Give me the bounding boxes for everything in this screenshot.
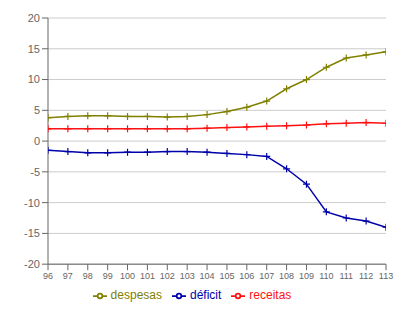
svg-text:102: 102 xyxy=(160,271,175,281)
svg-text:113: 113 xyxy=(379,271,393,281)
svg-text:109: 109 xyxy=(299,271,314,281)
svg-text:96: 96 xyxy=(43,271,53,281)
svg-text:-5: -5 xyxy=(30,166,40,178)
svg-text:-15: -15 xyxy=(24,227,40,239)
svg-text:5: 5 xyxy=(34,104,40,116)
svg-text:101: 101 xyxy=(140,271,155,281)
svg-text:97: 97 xyxy=(63,271,73,281)
svg-text:99: 99 xyxy=(103,271,113,281)
svg-text:-20: -20 xyxy=(24,258,40,270)
svg-text:107: 107 xyxy=(259,271,274,281)
svg-text:-10: -10 xyxy=(24,197,40,209)
html-text:receitas: receitas xyxy=(249,288,292,303)
html-text:despesas: despesas xyxy=(110,288,162,303)
svg-text:108: 108 xyxy=(279,271,294,281)
svg-text:103: 103 xyxy=(180,271,195,281)
svg-text:98: 98 xyxy=(83,271,93,281)
svg-text:10: 10 xyxy=(28,73,40,85)
svg-text:105: 105 xyxy=(219,271,234,281)
svg-text:20: 20 xyxy=(28,12,40,24)
svg-text:112: 112 xyxy=(359,271,373,281)
svg-text:100: 100 xyxy=(120,271,135,281)
svg-text:106: 106 xyxy=(239,271,254,281)
svg-text:111: 111 xyxy=(339,271,353,281)
html-text:déficit: déficit xyxy=(190,288,222,303)
svg-text:15: 15 xyxy=(28,43,40,55)
svg-text:104: 104 xyxy=(200,271,215,281)
svg-text:110: 110 xyxy=(319,271,333,281)
svg-text:0: 0 xyxy=(34,135,40,147)
